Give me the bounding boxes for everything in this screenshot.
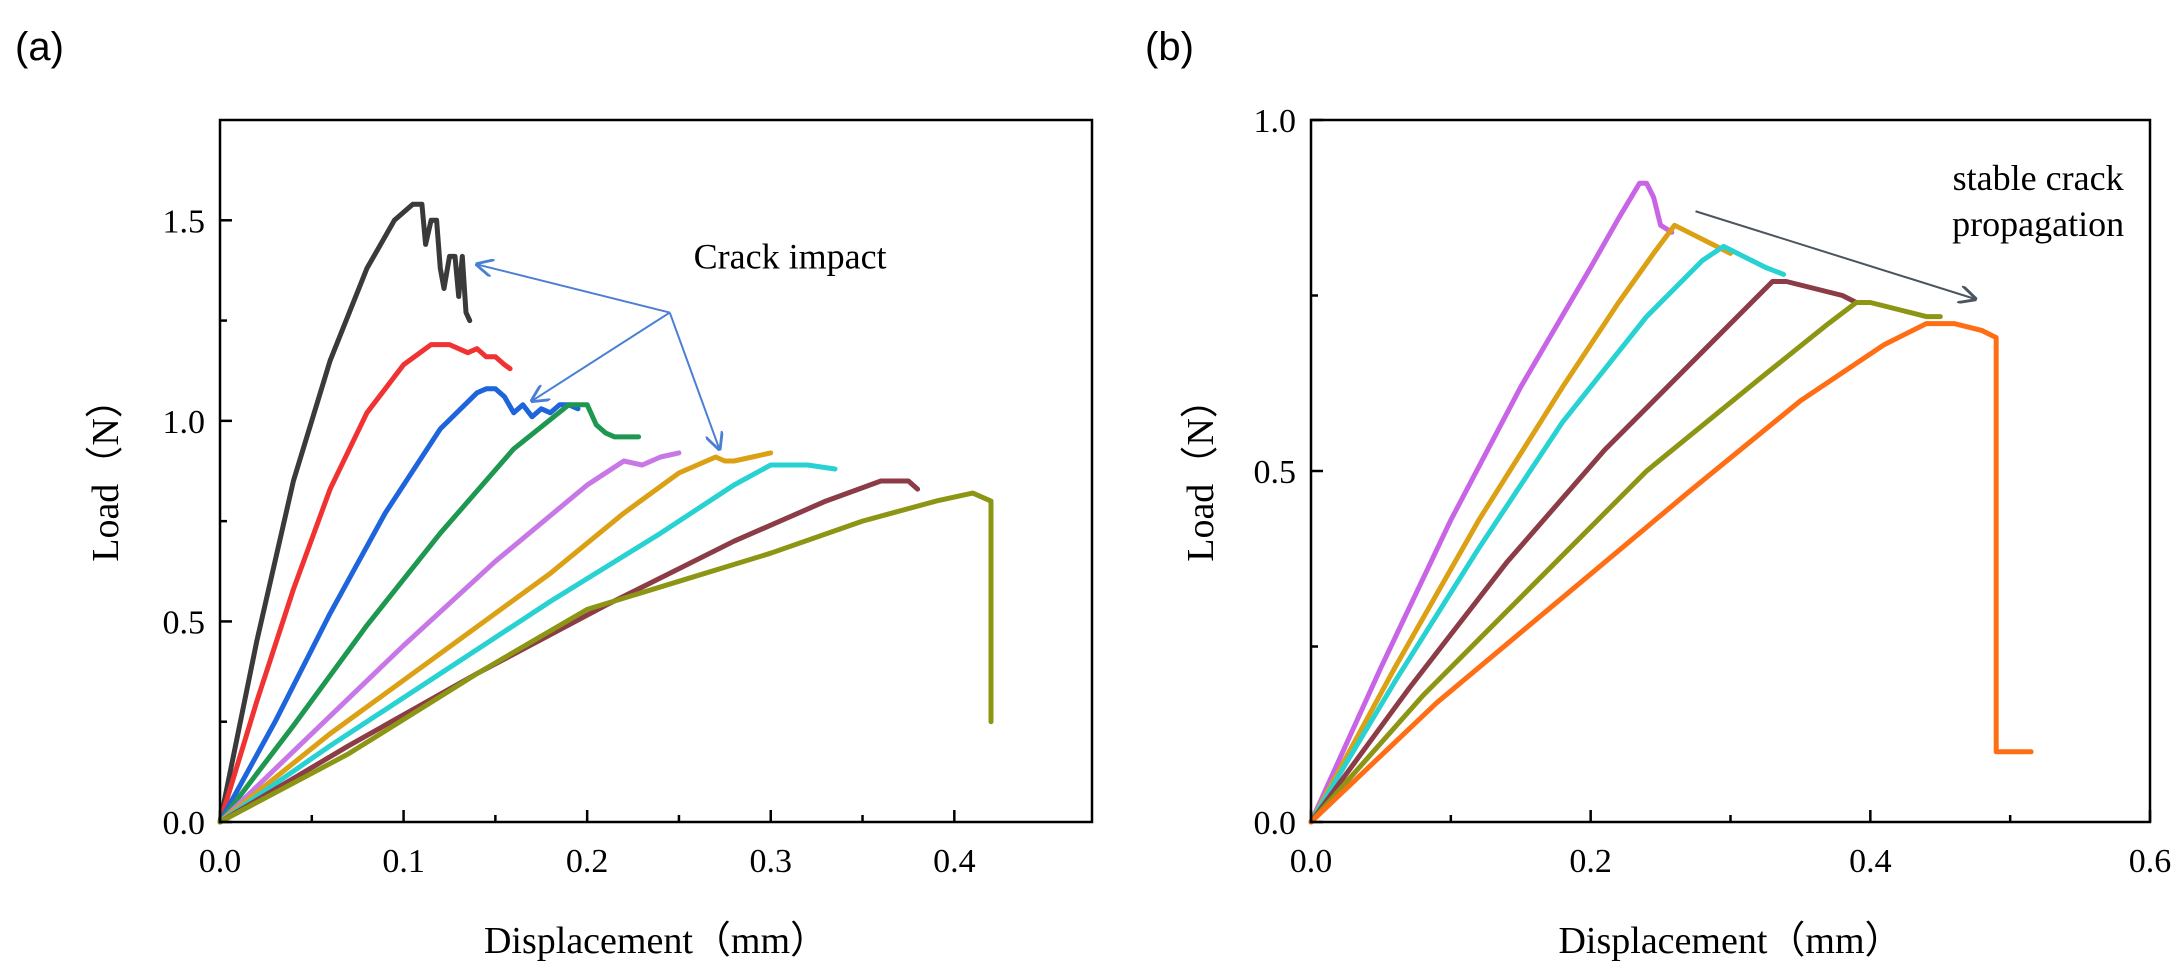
chart-a-x-tick-label: 0.2 — [566, 843, 609, 880]
chart-a-x-tick-label: 0.0 — [199, 843, 242, 880]
chart-a-annotation-arrow — [532, 311, 671, 401]
chart-a-series-5 — [217, 450, 682, 825]
chart-b-annotation-arrow — [1695, 210, 1976, 299]
chart-a-annotation-text: Crack impact — [694, 236, 887, 276]
chart-b-annotation-text: propagation — [1952, 204, 2124, 244]
chart-a-series-9 — [217, 490, 994, 825]
chart-b-series-6 — [1308, 321, 2034, 825]
chart-a-panel-label: (a) — [15, 25, 64, 69]
chart-b-y-axis-label: Load（N） — [1180, 380, 1222, 562]
chart-a-series-1 — [217, 201, 473, 825]
chart-a-x-tick-label: 0.3 — [749, 843, 792, 880]
chart-panel-b: (b) 0.0 0.2 0.4 0.6 0.0 0.5 1.0 Displacement（mm）… — [1145, 25, 2171, 962]
chart-b-y-tick-label: 0.0 — [1254, 805, 1297, 842]
chart-b-y-tick-label: 0.5 — [1254, 454, 1297, 491]
chart-b-series-5 — [1308, 300, 1943, 825]
chart-b-y-tick-label: 1.0 — [1254, 103, 1297, 140]
chart-a-series-4 — [217, 402, 642, 825]
chart-b-x-axis-label: Displacement（mm） — [1558, 920, 1902, 962]
chart-panel-a: (a) 0.0 0.1 0.2 0.3 0.4 0.0 0.5 1.0 1.5 Displaceme… — [15, 25, 1094, 962]
chart-a-annotation-arrow — [477, 264, 671, 314]
chart-a-y-axis-label: Load（N） — [85, 380, 127, 562]
chart-a-x-tick-label: 0.1 — [382, 843, 425, 880]
chart-b-series-2 — [1308, 222, 1733, 825]
chart-a-series-8 — [217, 478, 921, 825]
chart-b-x-tick-label: 0.4 — [1849, 843, 1892, 880]
chart-b-series-3 — [1308, 243, 1787, 825]
chart-a-series-3 — [217, 386, 581, 825]
chart-b-x-tick-label: 0.0 — [1290, 843, 1333, 880]
chart-a-series-2 — [217, 342, 513, 825]
chart-a-y-tick-label: 1.0 — [163, 404, 206, 441]
chart-a-plot-frame — [218, 118, 1094, 824]
chart-a-y-tick-label: 0.5 — [163, 604, 206, 641]
chart-a-series-7 — [217, 462, 838, 825]
chart-a-series-6 — [217, 450, 774, 825]
chart-a-y-tick-label: 1.5 — [163, 203, 206, 240]
chart-b-annotation-text: stable crack — [1953, 158, 2124, 198]
chart-a-x-axis-label: Displacement（mm） — [484, 920, 828, 962]
chart-b-series-4 — [1308, 279, 1859, 825]
chart-a-x-tick-label: 0.4 — [933, 843, 976, 880]
chart-a-annotation-arrow — [668, 312, 720, 449]
chart-b-panel-label: (b) — [1145, 25, 1194, 69]
chart-a-y-tick-label: 0.0 — [163, 805, 206, 842]
chart-b-series-1 — [1308, 180, 1675, 825]
chart-b-x-tick-label: 0.2 — [1569, 843, 1612, 880]
chart-b-x-tick-label: 0.6 — [2129, 843, 2172, 880]
